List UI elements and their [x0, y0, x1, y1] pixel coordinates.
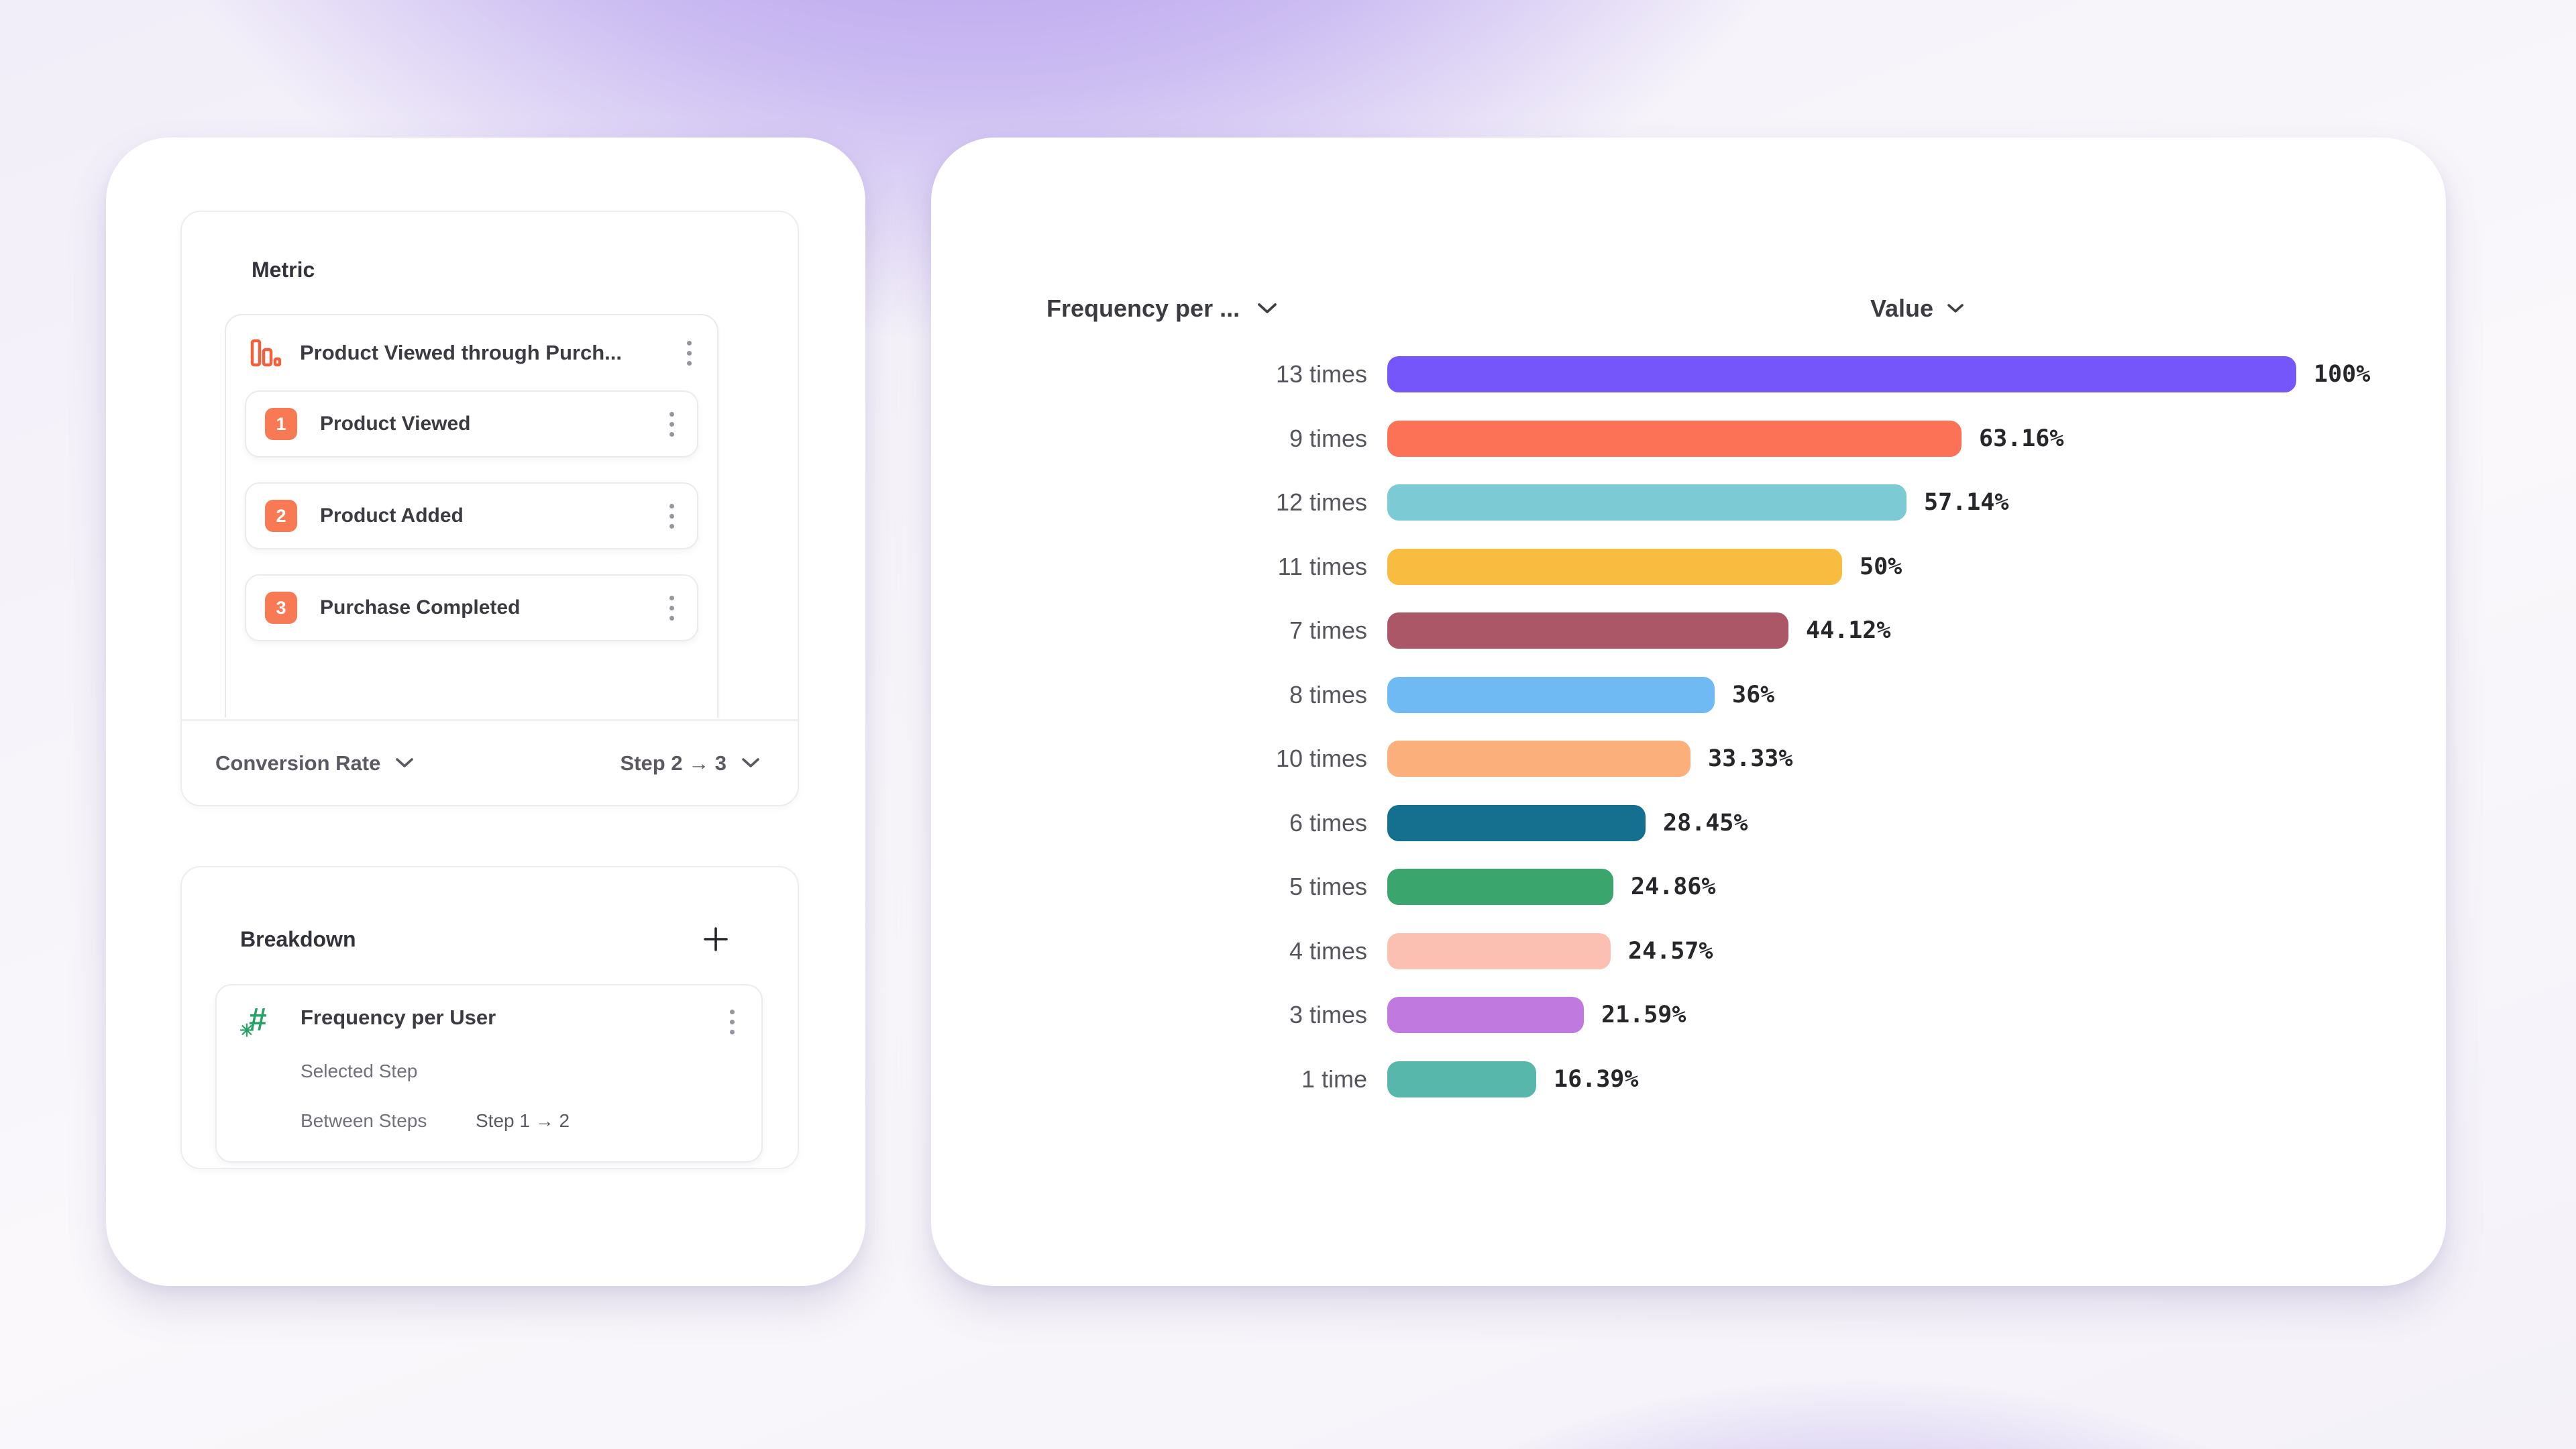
chevron-down-icon: [1947, 304, 1964, 313]
bar-category-label: 13 times: [1275, 360, 1367, 388]
bar[interactable]: [1387, 612, 1788, 649]
bar[interactable]: [1387, 677, 1715, 713]
breakdown-section: Breakdown # ✳ Frequency per User Selected…: [180, 866, 799, 1169]
chart-row: 7 times 44.12%: [931, 612, 2446, 649]
bar-category-label: 6 times: [1289, 809, 1367, 837]
chart-row: 4 times 24.57%: [931, 933, 2446, 969]
bar[interactable]: [1387, 484, 1907, 521]
selected-step-label: Selected Step: [301, 1061, 418, 1081]
step-range-dropdown[interactable]: Step 2 → 3: [621, 751, 761, 775]
bar-category-label: 9 times: [1289, 425, 1367, 452]
chart-row: 13 times 100%: [931, 356, 2446, 392]
conversion-rate-dropdown[interactable]: Conversion Rate: [215, 751, 414, 775]
chart-row: 1 time 16.39%: [931, 1061, 2446, 1097]
step-kebab-menu-icon[interactable]: [665, 500, 678, 533]
bar-value-label: 28.45%: [1663, 810, 1748, 837]
funnel-config-card: Metric Product Viewed through Purch...: [106, 138, 865, 1286]
metric-event-clip: Product Viewed through Purch... 1 Produc…: [225, 314, 721, 718]
bar-category-label: 5 times: [1289, 873, 1367, 900]
breakdown-section-title: Breakdown: [240, 927, 356, 951]
metric-section-divider: [182, 719, 798, 721]
bar-value-label: 44.12%: [1806, 617, 1891, 644]
bar-value-label: 50%: [1860, 553, 1902, 580]
funnel-step-row-2[interactable]: 2 Product Added: [245, 482, 698, 549]
bar-value-label: 100%: [2314, 361, 2371, 388]
add-breakdown-button[interactable]: [701, 924, 731, 954]
funnel-bars-icon: [249, 337, 281, 369]
between-steps-label: Between Steps: [301, 1110, 427, 1131]
breakdown-property-card[interactable]: # ✳ Frequency per User Selected Step Betw…: [215, 984, 763, 1163]
funnel-step-row-1[interactable]: 1 Product Viewed: [245, 390, 698, 458]
bar[interactable]: [1387, 997, 1584, 1033]
bar-value-label: 16.39%: [1554, 1066, 1639, 1093]
bar-category-label: 12 times: [1275, 488, 1367, 516]
bar-value-label: 21.59%: [1601, 1002, 1686, 1028]
metric-event-name: Product Viewed through Purch...: [300, 341, 622, 364]
chart-row: 11 times 50%: [931, 549, 2446, 585]
chart-row: 3 times 21.59%: [931, 997, 2446, 1033]
metric-event-card[interactable]: Product Viewed through Purch... 1 Produc…: [225, 314, 718, 718]
step-label: Product Viewed: [320, 413, 471, 435]
bar[interactable]: [1387, 356, 2296, 392]
bar-value-label: 33.33%: [1708, 745, 1793, 772]
step-kebab-menu-icon[interactable]: [665, 592, 678, 625]
breakdown-property-name: Frequency per User: [301, 1006, 496, 1029]
step-number-badge: 1: [265, 408, 297, 440]
bar-value-label: 36%: [1732, 682, 1775, 708]
between-steps-value[interactable]: Step 1 → 2: [476, 1110, 570, 1131]
bar-category-label: 3 times: [1289, 1001, 1367, 1028]
plus-icon: [704, 927, 728, 951]
bar[interactable]: [1387, 549, 1842, 585]
bar-value-label: 57.14%: [1924, 489, 2009, 516]
bar-category-label: 1 time: [1301, 1065, 1367, 1093]
numeric-property-hash-icon: # ✳: [239, 1002, 267, 1040]
chevron-down-icon: [396, 758, 414, 767]
breakdown-header: Breakdown: [182, 867, 798, 995]
chevron-down-icon: [742, 758, 759, 767]
chart-row: 9 times 63.16%: [931, 421, 2446, 457]
bar-category-label: 10 times: [1275, 745, 1367, 772]
value-column-header-dropdown[interactable]: Value: [1870, 293, 1964, 324]
step-label: Product Added: [320, 504, 464, 527]
bar[interactable]: [1387, 421, 1962, 457]
chart-row: 8 times 36%: [931, 677, 2446, 713]
chart-row: 10 times 33.33%: [931, 741, 2446, 777]
bar-category-label: 7 times: [1289, 616, 1367, 644]
bar[interactable]: [1387, 741, 1690, 777]
chart-row: 6 times 28.45%: [931, 805, 2446, 841]
metric-section-title: Metric: [252, 258, 315, 282]
step-kebab-menu-icon[interactable]: [665, 408, 678, 441]
bar-category-label: 8 times: [1289, 681, 1367, 708]
metric-event-header: Product Viewed through Purch...: [226, 315, 717, 390]
breakdown-kebab-menu-icon[interactable]: [726, 1006, 739, 1038]
bar[interactable]: [1387, 933, 1611, 969]
event-kebab-menu-icon[interactable]: [683, 337, 696, 370]
step-number-badge: 3: [265, 592, 297, 624]
bar[interactable]: [1387, 805, 1646, 841]
bar[interactable]: [1387, 869, 1613, 905]
bar-value-label: 24.57%: [1628, 938, 1713, 965]
bar-value-label: 24.86%: [1631, 873, 1716, 900]
measurement-row: Conversion Rate Step 2 → 3: [182, 721, 798, 805]
chevron-down-icon: [1258, 303, 1277, 313]
chart-row: 5 times 24.86%: [931, 869, 2446, 905]
step-label: Purchase Completed: [320, 596, 521, 619]
metric-section: Metric Product Viewed through Purch...: [180, 211, 799, 806]
bar-category-label: 11 times: [1277, 553, 1367, 580]
category-column-header-dropdown[interactable]: Frequency per ...: [1046, 293, 1277, 324]
funnel-step-row-3[interactable]: 3 Purchase Completed: [245, 574, 698, 641]
chart-row: 12 times 57.14%: [931, 484, 2446, 521]
funnel-steps-list: 1 Product Viewed 2 Product Added 3 Purch…: [226, 390, 717, 641]
step-number-badge: 2: [265, 500, 297, 532]
frequency-bar-chart-card: Frequency per ... Value 13 times 100% 9 ti…: [931, 138, 2446, 1286]
bar-value-label: 63.16%: [1979, 425, 2064, 452]
bar[interactable]: [1387, 1061, 1536, 1097]
bar-category-label: 4 times: [1289, 937, 1367, 965]
